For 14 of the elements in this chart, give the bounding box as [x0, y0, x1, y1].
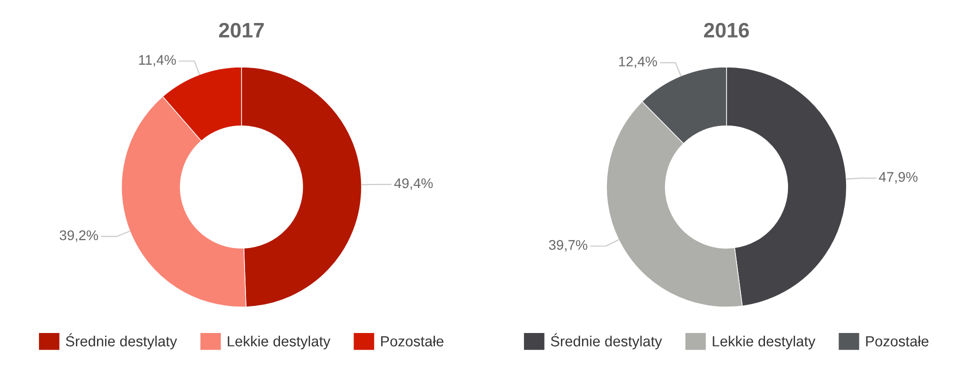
data-label: 49,4%: [394, 178, 433, 190]
chart-title: 2017: [219, 22, 264, 38]
data-label: 47,9%: [878, 172, 918, 184]
chart-title: 2016: [704, 22, 749, 38]
data-label: 39,7%: [548, 240, 588, 252]
legend-label: Średnie destylaty: [550, 333, 662, 350]
data-label: 12,4%: [619, 56, 657, 68]
legend-label: Lekkie destylaty: [712, 336, 816, 350]
legend-label: Pozostałe: [381, 336, 444, 346]
data-label: 11,4%: [139, 55, 176, 66]
data-label: 39,2%: [60, 230, 98, 242]
legend-label: Pozostałe: [866, 336, 928, 346]
legend-label: Średnie destylaty: [66, 333, 178, 350]
legend-label: Lekkie destylaty: [228, 336, 330, 350]
